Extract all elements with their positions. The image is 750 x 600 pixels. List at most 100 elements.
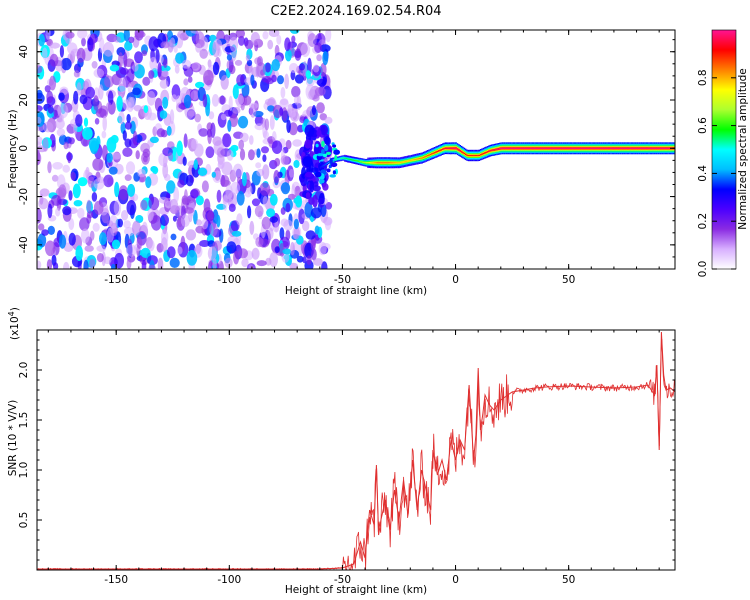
- noise-blob: [254, 205, 264, 218]
- colorbar: 0.0 0.2 0.4 0.6 0.8 Normalized spectral ampl…: [697, 29, 749, 277]
- colorbar-tick-label: 0.2: [697, 213, 709, 230]
- noise-blob: [183, 189, 188, 205]
- ridge-cell: [666, 147, 668, 149]
- noise-blob: [249, 220, 255, 235]
- ridge-cell: [496, 148, 498, 150]
- noise-blob: [38, 223, 45, 231]
- noise-blob: [80, 228, 90, 244]
- noise-blob: [141, 50, 148, 57]
- snr-detail-line: [37, 339, 675, 570]
- noise-blob: [175, 52, 185, 64]
- noise-blob: [218, 155, 226, 169]
- noise-blob: [285, 202, 291, 213]
- ridge-cell: [653, 147, 656, 149]
- ridge-cell: [535, 147, 538, 149]
- noise-blob: [166, 180, 176, 194]
- ridge-cell: [613, 147, 615, 149]
- ridge-cell: [386, 162, 388, 164]
- ridge-speckle: [314, 171, 322, 178]
- ridge-cell: [539, 147, 542, 149]
- noise-blob: [185, 229, 197, 241]
- noise-blob: [266, 208, 276, 218]
- noise-blob: [190, 189, 199, 199]
- noise-blob: [123, 220, 131, 229]
- noise-blob: [124, 226, 135, 237]
- noise-blob: [47, 104, 54, 114]
- ridge-cell: [477, 155, 479, 156]
- noise-blob: [310, 167, 319, 174]
- snr-y-axis: 0.5 1.0 1.5 2.0: [18, 339, 675, 571]
- noise-blob: [325, 30, 332, 43]
- ridge-cell: [528, 147, 531, 149]
- ridge-cell: [611, 147, 614, 149]
- ridge-cell: [471, 155, 474, 156]
- noise-blob: [134, 31, 146, 38]
- y-tick-label: 40: [18, 45, 30, 58]
- ridge-cell: [565, 147, 567, 149]
- ridge-speckle: [332, 170, 336, 175]
- ridge-speckle: [325, 151, 332, 155]
- noise-blob: [55, 118, 65, 129]
- noise-blob: [68, 218, 75, 230]
- noise-blob: [255, 236, 264, 248]
- ridge-cell: [568, 147, 570, 149]
- ridge-cell: [640, 147, 642, 149]
- ridge-cell: [364, 162, 367, 164]
- noise-blob: [145, 176, 152, 189]
- noise-blob: [269, 115, 275, 130]
- ridge-cell: [408, 160, 410, 162]
- x-tick-label: 0: [452, 274, 459, 286]
- noise-blob: [238, 35, 245, 46]
- noise-blob: [174, 64, 180, 74]
- noise-blob: [205, 102, 211, 117]
- noise-blob: [220, 75, 229, 90]
- noise-blob: [44, 85, 51, 93]
- ridge-cell: [391, 162, 394, 164]
- ridge-cell: [622, 147, 624, 149]
- ridge-cell: [551, 147, 554, 149]
- snr-background: [37, 330, 675, 570]
- noise-blob: [241, 258, 249, 268]
- noise-blob: [187, 76, 193, 83]
- noise-blob: [85, 86, 95, 99]
- noise-blob: [269, 193, 278, 206]
- ridge-cell: [606, 147, 608, 149]
- ridge-speckle: [319, 179, 323, 185]
- noise-blob: [272, 131, 277, 143]
- noise-blob: [123, 30, 130, 42]
- noise-blob: [322, 51, 329, 66]
- ridge-cell: [444, 147, 447, 149]
- noise-blob: [47, 161, 52, 174]
- noise-blob: [183, 66, 194, 77]
- noise-blob: [101, 130, 107, 139]
- ridge-cell: [383, 162, 386, 164]
- noise-blob: [45, 30, 51, 40]
- ridge-cell: [577, 147, 580, 149]
- noise-blob: [232, 84, 239, 100]
- noise-blob: [124, 174, 132, 182]
- noise-blob: [311, 105, 317, 116]
- ridge-cell: [641, 147, 643, 149]
- ridge-cell: [342, 157, 345, 159]
- colorbar-tick-label: 0.4: [697, 165, 709, 182]
- noise-blob: [267, 105, 275, 112]
- ridge-cell: [431, 153, 433, 155]
- noise-blob: [212, 61, 220, 75]
- noise-blob: [118, 185, 129, 201]
- noise-blob: [262, 31, 269, 40]
- noise-blob: [125, 161, 136, 175]
- noise-blob: [186, 138, 193, 149]
- noise-blob: [251, 198, 261, 207]
- noise-blob: [94, 118, 100, 125]
- noise-blob: [59, 45, 64, 58]
- noise-blob: [264, 98, 276, 106]
- noise-blob: [322, 183, 329, 191]
- noise-blob: [291, 35, 296, 43]
- ridge-cell: [397, 162, 399, 164]
- noise-blob: [304, 201, 313, 218]
- noise-blob: [37, 116, 42, 125]
- noise-blob: [124, 41, 133, 51]
- ridge-cell: [333, 159, 335, 161]
- noise-blob: [37, 149, 41, 165]
